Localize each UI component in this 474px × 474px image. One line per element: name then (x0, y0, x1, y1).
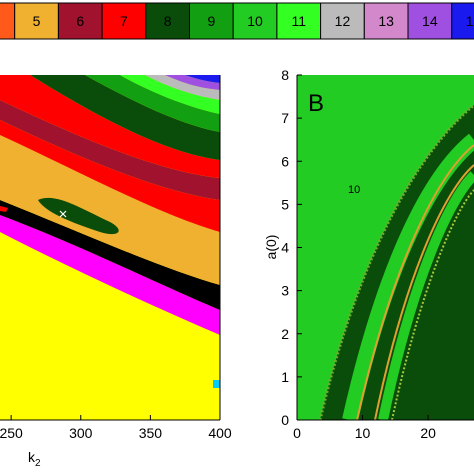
colorbar-label: 6 (76, 13, 84, 29)
panel-a-heatmap (0, 75, 220, 420)
red-wedge (0, 206, 8, 212)
y-tick-label: 4 (281, 240, 289, 256)
y-tick-label: 2 (281, 326, 289, 342)
colorbar-cell-4 (0, 2, 16, 40)
x-tick-label: 250 (0, 425, 23, 441)
colorbar-label: 12 (335, 13, 351, 29)
y-tick-label: 7 (281, 110, 289, 126)
colorbar-label: 15 (466, 13, 474, 29)
colorbar-label: 8 (164, 13, 172, 29)
y-tick-label: 8 (281, 67, 289, 83)
colorbar-label: 13 (378, 13, 394, 29)
colorbar-label: 5 (33, 13, 41, 29)
green-islet (38, 197, 119, 235)
colorbar-label: 10 (247, 13, 263, 29)
green-band (85, 75, 220, 132)
colorbar-cell-11 (276, 2, 322, 40)
colorbar-cell-6 (57, 2, 103, 40)
panel-b-heatmap (297, 75, 474, 420)
panel-b: 0 10 20 0 1 2 3 4 5 6 7 8 B 10 a(0) (263, 67, 474, 441)
outer-fringe (318, 103, 474, 420)
y-tick-label: 1 (281, 369, 289, 385)
black-band-lower (0, 200, 220, 310)
panel-a: 250 300 350 400 k2 (0, 75, 232, 469)
blue-band (185, 75, 220, 83)
x-tick-label: 10 (355, 425, 371, 441)
colorbar-label: 14 (422, 13, 438, 29)
x-tick-label: 0 (293, 425, 301, 441)
green-stripe-2 (378, 171, 474, 420)
panel-b-ylabel: a(0) (263, 235, 279, 260)
panel-b-x-ticks: 0 10 20 (293, 415, 436, 441)
panel-b-letter: B (308, 90, 324, 117)
colorbar: 456789101112131415 (0, 2, 474, 40)
dark-green-band (30, 75, 220, 160)
colorbar-cell-5 (14, 2, 59, 40)
orange-band (0, 135, 220, 285)
colorbar-cell-13 (363, 2, 409, 40)
panel-a-xlabel: k2 (28, 449, 41, 469)
colorbar-cell-14 (407, 2, 453, 40)
cyan-spot (213, 380, 220, 388)
purple-band (165, 75, 220, 90)
colorbar-label: 9 (207, 13, 215, 29)
orange-line-1 (356, 144, 474, 420)
panel-b-y-ticks: 0 1 2 3 4 5 6 7 8 (281, 67, 302, 428)
colorbar-label: 7 (120, 13, 128, 29)
dark-red-band (0, 100, 220, 200)
colorbar-cell-12 (320, 2, 365, 40)
x-tick-label: 300 (69, 425, 93, 441)
red-band (0, 120, 220, 232)
x-tick-label: 20 (420, 425, 436, 441)
colorbar-cell-7 (101, 2, 147, 40)
y-tick-label: 5 (281, 196, 289, 212)
y-tick-label: 0 (281, 412, 289, 428)
colorbar-label: 11 (291, 13, 306, 29)
x-marker-stroke (59, 210, 67, 218)
orange-line-2 (374, 164, 474, 420)
colorbar-cell-10 (232, 2, 278, 40)
y-tick-label: 3 (281, 283, 289, 299)
gray-band (145, 75, 220, 100)
magenta-band (0, 215, 220, 335)
red-band-top (0, 75, 220, 178)
panel-a-x-ticks: 250 300 350 400 (0, 415, 232, 441)
x-tick-label: 400 (208, 425, 232, 441)
x-marker (59, 210, 67, 218)
colorbar-cell-9 (189, 2, 234, 40)
y-tick-label: 6 (281, 153, 289, 169)
bright-green-band (120, 75, 220, 114)
x-tick-label: 350 (139, 425, 163, 441)
region-annotation: 10 (348, 184, 360, 196)
green-stripe-1 (342, 133, 474, 420)
inner-fringe (391, 189, 474, 420)
